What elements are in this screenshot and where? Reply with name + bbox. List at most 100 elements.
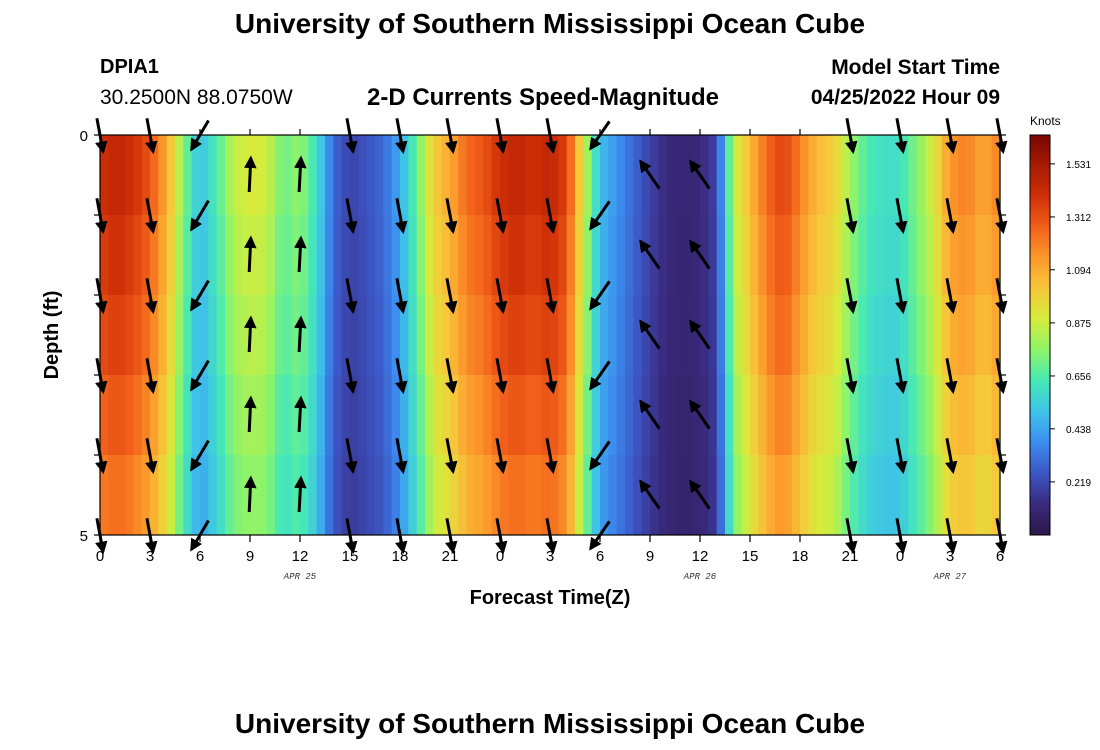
heatmap-cell [458,375,468,456]
current-arrow [145,358,158,395]
current-arrow [545,278,558,315]
current-arrow [244,395,257,433]
heatmap-cell [275,295,284,376]
heatmap-cell [516,135,526,216]
heatmap-cell [800,295,809,376]
heatmap-cell [600,295,609,376]
heatmap-cell [141,295,151,376]
heatmap-cell [600,375,609,456]
heatmap-cell [808,135,818,216]
heatmap-cell [775,295,784,376]
heatmap-cell [616,455,626,536]
heatmap-cell [333,375,343,456]
heatmap-cell [308,215,318,296]
heatmap-cell [441,135,451,216]
heatmap-cell [200,455,209,536]
heatmap-cell [475,375,484,456]
heatmap-cell [983,375,993,456]
heatmap-cell [666,375,676,456]
heatmap-cell [883,135,893,216]
heatmap-cell [666,295,676,376]
heatmap-cell [875,375,884,456]
heatmap-cell [508,455,518,536]
heatmap-cell [250,375,259,456]
heatmap-cell [933,135,943,216]
heatmap-cell [875,135,884,216]
heatmap-cell [191,455,201,536]
heatmap-cell [825,455,834,536]
heatmap-cell [275,375,284,456]
heatmap-cell [633,455,643,536]
heatmap-cell [350,375,359,456]
heatmap-cell [866,135,876,216]
heatmap-cell [358,375,368,456]
heatmap-cell [750,375,759,456]
colorbar-tick-label: 1.094 [1066,266,1091,277]
heatmap-cell [208,135,218,216]
heatmap-cell [250,135,259,216]
heatmap-cell [441,295,451,376]
heatmap-cell [691,455,701,536]
heatmap-cell [541,375,551,456]
heatmap-cell [916,215,926,296]
heatmap-cell [550,215,559,296]
heatmap-cell [975,135,984,216]
heatmap-cell [316,215,326,296]
current-arrow [689,479,711,510]
heatmap-cell [816,375,826,456]
current-arrow [395,278,408,315]
heatmap-cell [675,295,684,376]
x-axis-title: Forecast Time(Z) [470,587,631,609]
heatmap-cell [125,455,134,536]
heatmap-cell [108,295,118,376]
heatmap-cell [991,215,1001,296]
heatmap-cell [866,215,876,296]
model-start-value: 04/25/2022 Hour 09 [810,86,1000,109]
heatmap-cell [991,375,1001,456]
heatmap-cell [400,135,409,216]
current-arrow [445,438,458,475]
heatmap-cell [833,455,843,536]
heatmap-cell [625,215,634,296]
current-arrow [244,155,257,193]
heatmap-cell [841,375,851,456]
heatmap-cell [316,295,326,376]
heatmap-cell [266,295,276,376]
heatmap-cell [541,455,551,536]
heatmap-cell [483,455,493,536]
heatmap-cell [683,295,693,376]
heatmap-cell [366,455,376,536]
heatmap-cell [416,135,426,216]
heatmap-cell [591,135,601,216]
heatmap-cell [191,295,201,376]
current-arrow [945,278,958,315]
heatmap-cell [691,295,701,376]
heatmap-cell [633,375,643,456]
heatmap-cell [283,295,293,376]
heatmap-cell [958,375,968,456]
heatmap-cell [166,135,176,216]
heatmap-cell [766,295,776,376]
x-tick-label: 6 [996,548,1004,565]
heatmap-cell [158,455,168,536]
current-arrow [190,359,210,392]
current-arrow [244,315,257,353]
heatmap-cell [991,295,1001,376]
heatmap-cell [200,295,209,376]
heatmap-cell [925,375,934,456]
heatmap-cell [891,375,901,456]
heatmap-cell [258,215,268,296]
heatmap-cell [441,375,451,456]
heatmap-cell [775,455,784,536]
heatmap-cell [608,135,618,216]
heatmap-cell [533,455,543,536]
heatmap-cell [458,135,468,216]
heatmap-cell [158,135,168,216]
current-arrow [945,198,958,235]
heatmap-cell [908,215,918,296]
heatmap-cell [200,375,209,456]
heatmap-cell [400,375,409,456]
heatmap-cell [500,215,509,296]
heatmap-cell [900,295,909,376]
x-tick-label: 0 [96,548,104,565]
